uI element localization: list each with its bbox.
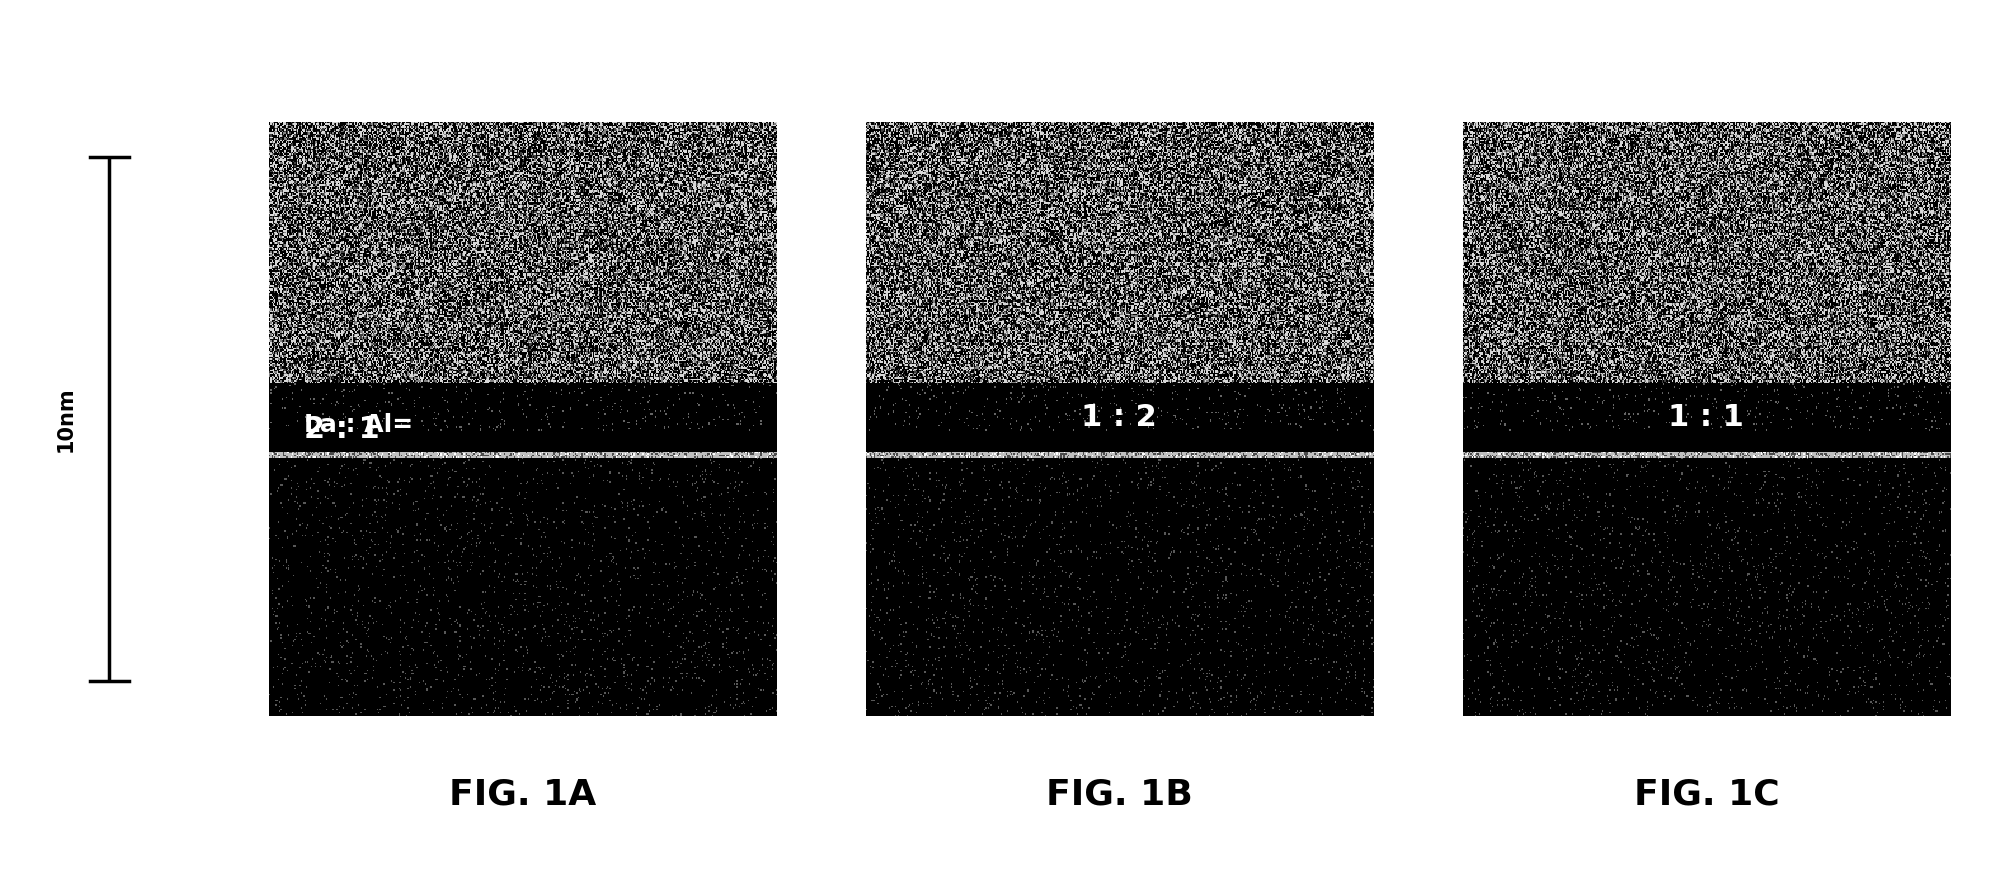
Text: FIG. 1C: FIG. 1C (1633, 778, 1778, 811)
Text: 2 : 1: 2 : 1 (304, 415, 380, 444)
Text: FIG. 1A: FIG. 1A (450, 778, 595, 811)
Text: La : Al=: La : Al= (304, 413, 414, 437)
Text: 1 : 1: 1 : 1 (1667, 403, 1744, 432)
Text: 10nm: 10nm (56, 386, 76, 452)
Text: 1 : 2: 1 : 2 (1080, 403, 1158, 432)
Text: FIG. 1B: FIG. 1B (1046, 778, 1191, 811)
